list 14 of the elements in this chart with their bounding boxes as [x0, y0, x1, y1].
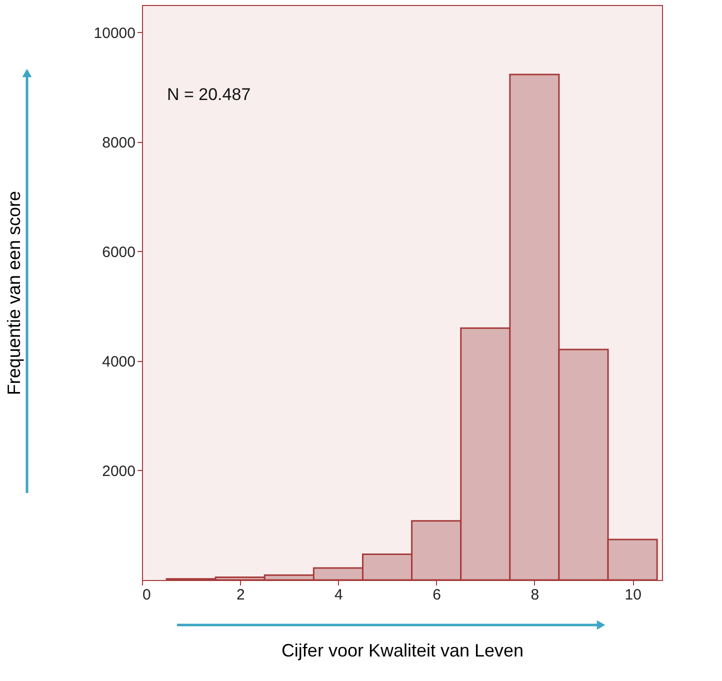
- y-tick-label: 10000: [94, 24, 136, 42]
- x-tick-label: 8: [530, 586, 540, 604]
- y-tick-label: 2000: [102, 462, 136, 480]
- y-tick-label: 6000: [102, 244, 136, 261]
- y-tick-label: 4000: [102, 353, 136, 370]
- x-tick-label: 6: [432, 586, 442, 604]
- x-tick-label: 2: [236, 586, 245, 604]
- x-tick-label: 10: [624, 586, 642, 604]
- x-axis-title: Cijfer voor Kwaliteit van Leven: [281, 640, 524, 660]
- annotation: N = 20.487: [167, 85, 251, 104]
- y-axis-title: Frequentie van een score: [4, 190, 24, 396]
- x-tick-label: 4: [334, 586, 343, 604]
- y-tick-label: 8000: [102, 134, 136, 152]
- x-tick-label: 0: [142, 586, 151, 604]
